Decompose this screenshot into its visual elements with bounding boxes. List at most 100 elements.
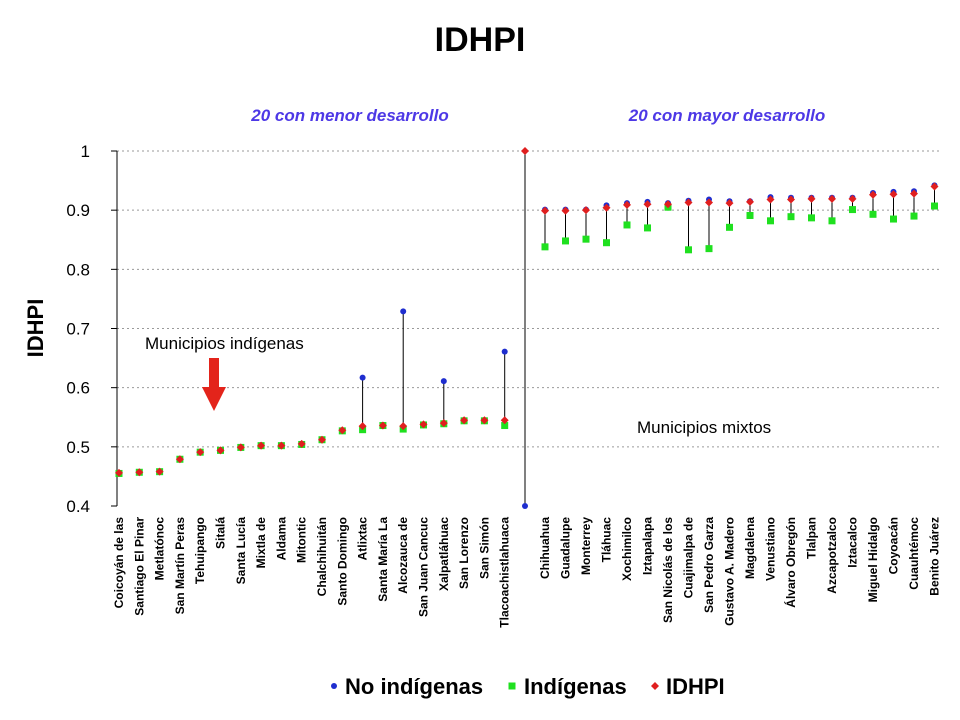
point-no-indigenas xyxy=(400,308,407,315)
legend-label-no-indigenas: No indígenas xyxy=(345,674,483,699)
point-indigenas xyxy=(808,214,815,222)
point-idhpi xyxy=(155,467,164,476)
point-idhpi xyxy=(828,194,836,203)
x-tick-label: San Pedro Garza xyxy=(702,517,716,613)
point-indigenas xyxy=(644,224,651,232)
x-tick-label: Mitontic xyxy=(295,517,309,563)
point-indigenas xyxy=(541,243,549,251)
point-idhpi xyxy=(175,455,184,464)
point-idhpi xyxy=(358,422,367,431)
point-idhpi xyxy=(561,206,570,215)
x-tick-label: Magdalena xyxy=(743,517,757,579)
x-tick-label: Atlixtac xyxy=(356,517,370,561)
x-tick-label: Venustiano xyxy=(764,517,778,581)
point-idhpi xyxy=(889,190,898,199)
chart-title: IDHPI xyxy=(435,21,526,59)
point-idhpi xyxy=(216,446,225,455)
point-idhpi xyxy=(277,441,286,450)
point-idhpi xyxy=(725,199,734,208)
x-tick-label: Iztacalco xyxy=(846,517,860,568)
y-tick-label: 0.8 xyxy=(66,260,90,279)
arrow-icon xyxy=(202,358,226,411)
point-idhpi xyxy=(399,422,408,431)
point-idhpi xyxy=(480,416,489,425)
point-indigenas xyxy=(582,235,590,243)
legend: No indígenas Indígenas IDHPI xyxy=(331,674,725,699)
x-tick-label: Miguel Hidalgo xyxy=(866,517,880,602)
point-idhpi xyxy=(643,200,652,209)
point-idhpi xyxy=(664,200,672,209)
y-tick-label: 0.6 xyxy=(66,379,90,398)
x-tick-label: Aldama xyxy=(274,517,288,561)
point-idhpi xyxy=(236,443,245,452)
x-tick-label: San Juan Cancuc xyxy=(417,517,431,617)
point-idhpi xyxy=(684,198,693,207)
point-indigenas xyxy=(767,217,774,225)
x-tick-label: Chihuahua xyxy=(538,517,552,579)
y-tick-label: 0.7 xyxy=(66,320,90,339)
annotation-indigenous: Municipios indígenas xyxy=(145,334,304,353)
point-idhpi xyxy=(135,468,144,477)
point-idhpi xyxy=(746,197,754,206)
point-idhpi xyxy=(623,200,631,209)
x-tick-label: Metlatónoc xyxy=(153,517,167,581)
point-no-indigenas xyxy=(359,374,366,381)
x-tick-label: San Martín Peras xyxy=(173,517,187,615)
point-indigenas xyxy=(849,206,856,214)
legend-marker-idhpi xyxy=(651,682,659,690)
data-points xyxy=(115,147,939,509)
point-idhpi xyxy=(419,420,428,429)
point-idhpi xyxy=(869,190,877,199)
x-tick-label: Coicoyán de las xyxy=(112,517,126,609)
y-tick-label: 1 xyxy=(81,142,90,161)
y-tick-label: 0.9 xyxy=(66,201,90,220)
point-idhpi xyxy=(705,198,713,207)
x-tick-label: San Lorenzo xyxy=(457,517,471,589)
x-tick-label: Coyoacán xyxy=(887,517,901,574)
point-idhpi xyxy=(115,468,123,477)
point-idhpi xyxy=(787,195,795,204)
arrow-shaft xyxy=(209,358,219,388)
x-tick-label: Cuajimalpa de xyxy=(682,517,696,599)
point-no-indigenas xyxy=(440,378,447,385)
point-idhpi xyxy=(848,194,857,203)
point-idhpi xyxy=(582,206,590,215)
point-idhpi xyxy=(541,206,549,215)
point-indigenas xyxy=(705,245,713,253)
point-idhpi xyxy=(500,416,509,425)
x-tick-label: Xochimilco xyxy=(620,517,634,581)
divider-bottom-marker xyxy=(522,503,528,509)
x-tick-label: Azcapotzalco xyxy=(825,517,839,594)
point-idhpi xyxy=(378,421,387,430)
legend-label-indigenas: Indígenas xyxy=(524,674,627,699)
x-tick-label: Mixtla de xyxy=(254,517,268,569)
y-tick-label: 0.4 xyxy=(66,497,90,516)
x-axis-labels: Coicoyán de las Santiago El Pinar Metlatón… xyxy=(112,517,942,628)
x-tick-label: Álvaro Obregón xyxy=(783,517,798,608)
point-indigenas xyxy=(828,217,836,225)
x-tick-label: Guadalupe xyxy=(559,517,573,579)
point-idhpi xyxy=(910,189,918,198)
x-tick-label: Tláhuac xyxy=(600,517,614,563)
x-tick-label: Santa Lucía xyxy=(234,517,248,585)
legend-marker-indigenas xyxy=(508,682,516,690)
point-indigenas xyxy=(787,213,795,221)
point-idhpi xyxy=(318,435,326,444)
x-tick-label: Santa María La xyxy=(376,517,390,602)
point-idhpi xyxy=(766,195,775,204)
gridlines xyxy=(117,150,940,448)
x-tick-label: San Simón xyxy=(477,517,491,579)
stems xyxy=(362,151,935,506)
x-tick-label: Tlalpan xyxy=(805,517,819,559)
point-idhpi xyxy=(338,426,347,435)
x-tick-label: Monterrey xyxy=(579,517,593,575)
point-idhpi xyxy=(297,439,306,448)
x-tick-label: Cuauhtémoc xyxy=(907,517,921,590)
point-indigenas xyxy=(603,239,610,247)
annotation-mixed: Municipios mixtos xyxy=(637,418,771,437)
x-tick-label: Santo Domingo xyxy=(335,517,349,606)
point-idhpi xyxy=(602,203,611,212)
point-idhpi xyxy=(930,182,939,191)
point-indigenas xyxy=(562,237,569,245)
